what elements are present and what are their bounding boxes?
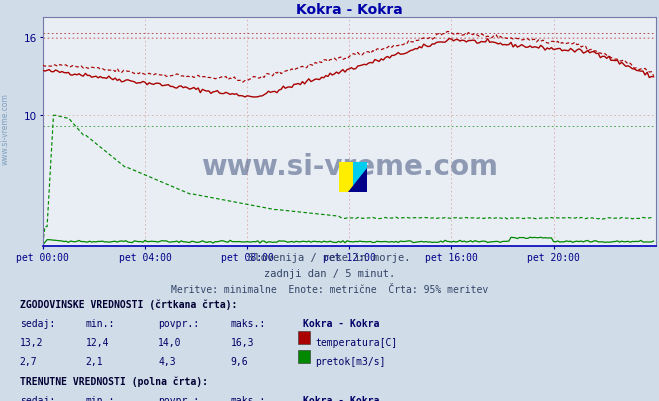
Bar xyxy=(339,162,353,192)
Text: 9,6: 9,6 xyxy=(231,356,248,367)
Text: ZGODOVINSKE VREDNOSTI (črtkana črta):: ZGODOVINSKE VREDNOSTI (črtkana črta): xyxy=(20,299,237,309)
Text: 16,3: 16,3 xyxy=(231,337,254,347)
Bar xyxy=(353,162,367,192)
Text: min.:: min.: xyxy=(86,318,115,328)
Text: maks.:: maks.: xyxy=(231,395,266,401)
Text: Kokra - Kokra: Kokra - Kokra xyxy=(303,395,380,401)
Text: TRENUTNE VREDNOSTI (polna črta):: TRENUTNE VREDNOSTI (polna črta): xyxy=(20,376,208,386)
Text: pretok[m3/s]: pretok[m3/s] xyxy=(315,356,386,367)
Text: 14,0: 14,0 xyxy=(158,337,182,347)
Text: 13,2: 13,2 xyxy=(20,337,43,347)
Title: Kokra - Kokra: Kokra - Kokra xyxy=(296,3,403,17)
Polygon shape xyxy=(348,168,367,192)
Text: sedaj:: sedaj: xyxy=(20,395,55,401)
Text: 12,4: 12,4 xyxy=(86,337,109,347)
Text: temperatura[C]: temperatura[C] xyxy=(315,337,397,347)
Text: maks.:: maks.: xyxy=(231,318,266,328)
Text: min.:: min.: xyxy=(86,395,115,401)
Text: zadnji dan / 5 minut.: zadnji dan / 5 minut. xyxy=(264,269,395,279)
Text: povpr.:: povpr.: xyxy=(158,395,199,401)
Text: 2,1: 2,1 xyxy=(86,356,103,367)
Text: sedaj:: sedaj: xyxy=(20,318,55,328)
Text: 2,7: 2,7 xyxy=(20,356,38,367)
Text: Kokra - Kokra: Kokra - Kokra xyxy=(303,318,380,328)
Text: povpr.:: povpr.: xyxy=(158,318,199,328)
Text: Slovenija / reke in morje.: Slovenija / reke in morje. xyxy=(248,253,411,263)
Text: www.si-vreme.com: www.si-vreme.com xyxy=(201,153,498,180)
Text: 4,3: 4,3 xyxy=(158,356,176,367)
Text: Meritve: minimalne  Enote: metrične  Črta: 95% meritev: Meritve: minimalne Enote: metrične Črta:… xyxy=(171,285,488,295)
Text: www.si-vreme.com: www.si-vreme.com xyxy=(1,93,10,164)
